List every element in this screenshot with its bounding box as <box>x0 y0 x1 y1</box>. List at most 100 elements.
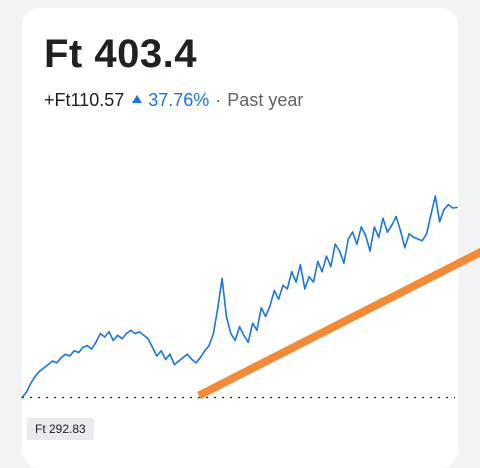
price-point <box>169 353 171 356</box>
price-point <box>73 350 75 352</box>
price-point <box>217 307 219 309</box>
price-point <box>147 338 149 340</box>
price-point <box>256 329 258 332</box>
price-chart[interactable] <box>0 0 480 452</box>
price-point <box>312 281 315 283</box>
price-point <box>443 209 445 211</box>
price-point <box>299 264 302 266</box>
price-point <box>82 346 84 349</box>
price-point <box>34 375 36 378</box>
previous-close-label: Ft 292.83 <box>27 418 94 440</box>
price-point <box>430 214 432 216</box>
price-point <box>164 358 167 361</box>
price-point <box>138 331 141 333</box>
price-point <box>21 396 23 399</box>
price-point <box>177 360 180 362</box>
price-point <box>143 334 145 337</box>
price-point <box>64 353 67 356</box>
price-point <box>356 243 358 245</box>
price-point <box>351 231 354 233</box>
price-point <box>125 332 128 335</box>
price-point <box>108 331 110 333</box>
price-point <box>360 226 363 228</box>
price-point <box>60 356 62 359</box>
price-change-row: +Ft110.57 37.76% · Past year <box>44 90 303 111</box>
price-point <box>251 322 254 325</box>
price-point <box>434 195 437 197</box>
quote-card <box>22 8 458 468</box>
absolute-change: +Ft110.57 <box>44 90 125 110</box>
price-point <box>203 350 206 352</box>
price-point <box>156 355 158 357</box>
price-point <box>86 344 89 347</box>
price-point <box>112 339 115 342</box>
price-point <box>451 207 454 209</box>
price-point <box>304 288 306 290</box>
price-point <box>456 206 458 209</box>
price-point <box>338 250 341 252</box>
price-point <box>290 270 293 273</box>
price-point <box>391 224 393 226</box>
current-price: Ft 403.4 <box>44 32 197 76</box>
price-point <box>334 243 337 245</box>
price-point <box>369 250 371 252</box>
price-point <box>29 382 32 385</box>
price-points <box>21 195 458 399</box>
price-point <box>325 255 328 257</box>
price-point <box>317 260 319 263</box>
price-point <box>225 315 228 318</box>
price-point <box>273 289 276 292</box>
price-point <box>47 363 49 366</box>
price-point <box>90 348 93 350</box>
arrow-up-icon <box>132 94 143 103</box>
price-point <box>295 281 297 283</box>
price-point <box>56 362 58 364</box>
price-point <box>308 276 310 278</box>
price-point <box>364 234 367 237</box>
price-point <box>347 238 350 240</box>
price-point <box>408 233 411 235</box>
price-point <box>243 334 245 337</box>
price-point <box>377 236 380 239</box>
separator-dot: · <box>215 90 222 110</box>
price-point <box>399 229 402 232</box>
price-point <box>395 215 397 218</box>
price-point <box>116 334 119 337</box>
price-point <box>208 344 210 347</box>
time-period: Past year <box>227 90 304 110</box>
price-point <box>269 305 271 307</box>
price-point <box>190 358 193 361</box>
price-point <box>330 265 332 268</box>
price-point <box>25 391 28 393</box>
price-point <box>417 238 419 240</box>
price-point <box>247 341 249 344</box>
price-point <box>230 332 232 335</box>
price-point <box>382 217 384 220</box>
price-point <box>277 298 280 301</box>
price-point <box>182 356 184 359</box>
price-point <box>404 246 406 249</box>
price-point <box>282 284 284 287</box>
price-point <box>260 307 263 309</box>
price-point <box>447 203 450 206</box>
price-point <box>286 288 289 290</box>
price-point <box>264 315 267 318</box>
price-point <box>51 360 54 362</box>
price-point <box>77 351 80 354</box>
percent-change: 37.76% <box>148 90 210 110</box>
price-point <box>199 356 202 359</box>
price-point <box>438 221 441 223</box>
trendline-annotation <box>197 247 480 400</box>
price-point <box>43 367 45 369</box>
price-point <box>386 231 389 233</box>
price-point <box>421 239 424 242</box>
price-point <box>69 355 71 357</box>
price-point <box>212 332 215 335</box>
price-point <box>160 350 162 352</box>
price-point <box>95 341 97 344</box>
price-point <box>121 338 123 340</box>
price-point <box>234 339 236 342</box>
price-point <box>134 332 136 335</box>
price-point <box>173 363 176 366</box>
price-point <box>425 233 428 235</box>
